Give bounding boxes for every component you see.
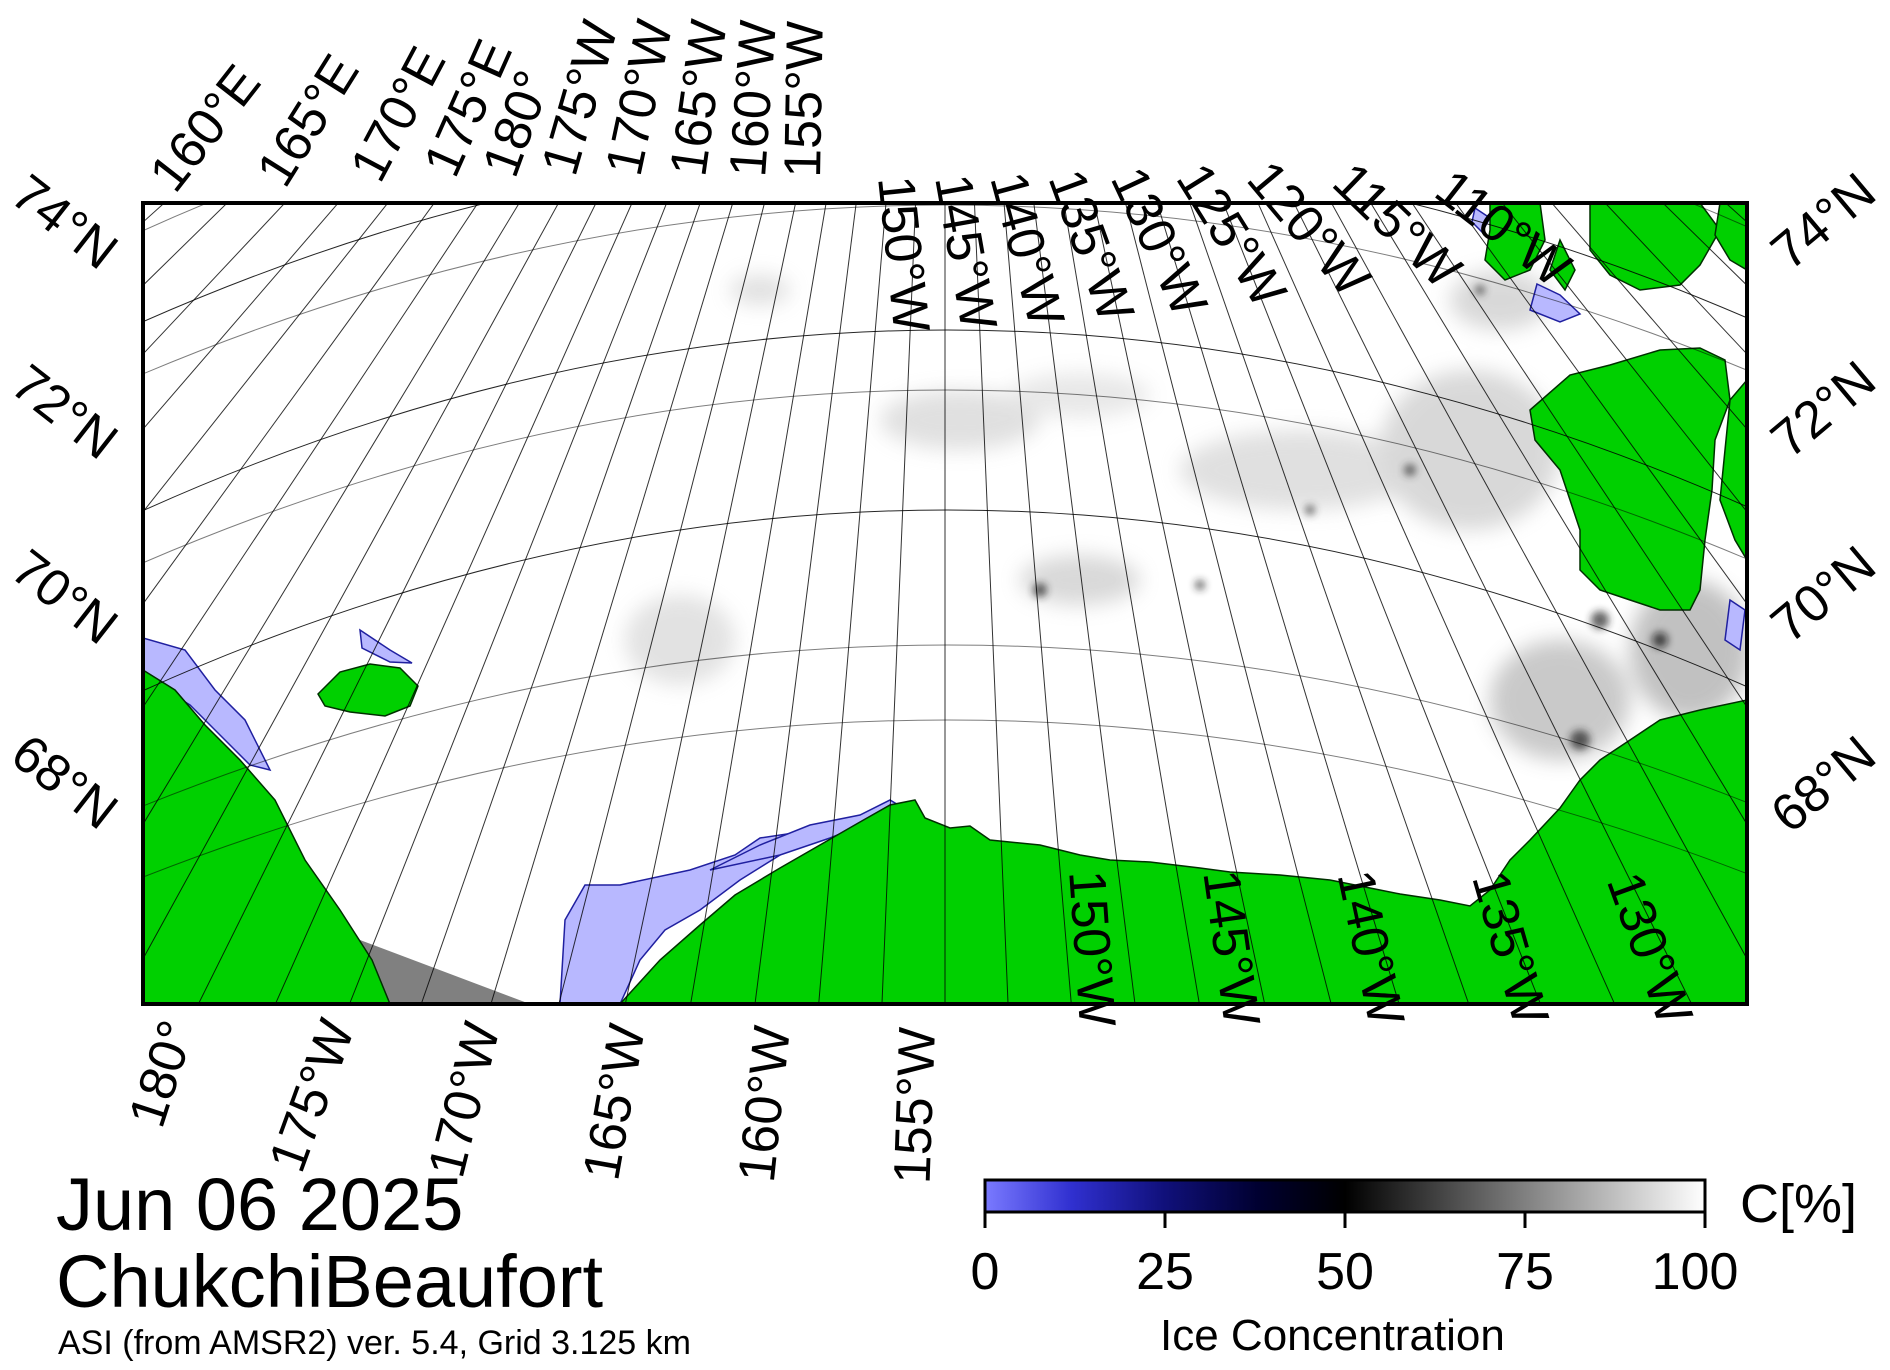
arctic-islands [1484, 203, 1546, 281]
map-region: ChukchiBeaufort [56, 1240, 604, 1323]
bottom-longitude-label: 160°W [728, 1023, 802, 1185]
meridian-line [690, 203, 827, 1004]
left-latitude-label: 74°N [1, 164, 128, 281]
meridian-line [1257, 203, 1616, 1004]
meridian-line [1033, 203, 1136, 1004]
colorbar-title: Ice Concentration [1160, 1311, 1505, 1360]
map-date: Jun 06 2025 [56, 1163, 464, 1246]
meridian-line [143, 203, 560, 960]
meridian-line [1551, 203, 1747, 430]
colorbar-ticks [983, 1212, 1707, 1228]
meridian-line [973, 203, 1009, 1004]
left-latitude-labels: 74°N 72°N 70°N 68°N [1, 164, 128, 841]
left-latitude-label: 70°N [1, 539, 128, 656]
meridian-line [1063, 203, 1200, 1004]
meridian-line [1411, 203, 1747, 709]
top-longitude-label: 160°E [139, 55, 272, 203]
meridian-line [143, 203, 389, 513]
ice-specks [1033, 285, 1668, 750]
ice-haze [625, 270, 1747, 760]
colorbar-tick-label: 75 [1496, 1243, 1554, 1301]
map-frame [141, 201, 1749, 1006]
data-source: ASI (from AMSR2) ver. 5.4, Grid 3.125 km [58, 1324, 691, 1362]
top-longitude-label: 160°W [719, 19, 788, 179]
meridian-line [143, 203, 435, 605]
land [143, 203, 1747, 1004]
meridian-line [490, 203, 734, 1004]
top-longitude-label: 155°W [774, 21, 835, 179]
meridian-line [143, 203, 479, 709]
meridian-line [1370, 203, 1747, 826]
chukotka-land [143, 669, 391, 1004]
missing-data [360, 940, 530, 1004]
bottom-longitude-label: 150°W [1057, 869, 1126, 1029]
colorbar-tick-label: 0 [970, 1243, 1000, 1301]
meridians [143, 203, 1747, 1004]
bottom-longitude-label: 180° [118, 1014, 206, 1134]
right-latitude-label: 68°N [1760, 725, 1886, 844]
meridian-line [1003, 203, 1072, 1004]
top-longitude-label: 165°E [246, 45, 371, 196]
meridian-line [624, 203, 797, 1004]
meridian-line [1156, 203, 1400, 1004]
meridian-line [143, 203, 286, 355]
meridian-line [143, 203, 339, 430]
colorbar-tick-label: 50 [1316, 1243, 1374, 1301]
right-latitude-label: 74°N [1760, 162, 1886, 281]
meridian-line [881, 203, 917, 1004]
colorbar [983, 1178, 1707, 1214]
right-latitude-labels: 74°N 72°N 70°N 68°N [1760, 162, 1886, 844]
right-latitude-label: 70°N [1760, 535, 1886, 654]
meridian-line [1604, 203, 1747, 355]
meridian-line [1124, 203, 1332, 1004]
bottom-longitude-label: 170°W [417, 1017, 511, 1183]
bottom-longitude-label: 175°W [258, 1012, 366, 1179]
low-ice-areas [143, 206, 1746, 1004]
meridian-line [420, 203, 701, 1004]
meridian-line [197, 203, 597, 1004]
meridian-line [1501, 203, 1747, 513]
meridian-line [1222, 203, 1542, 1004]
colorbar-tick-label: 25 [1136, 1243, 1194, 1301]
meridian-line [818, 203, 887, 1004]
meridian-line [1189, 203, 1470, 1004]
victoria-island [1719, 378, 1747, 562]
left-latitude-label: 68°N [1, 724, 128, 841]
meridian-line [1330, 203, 1747, 960]
meridian-line [348, 203, 668, 1004]
meridian-line [143, 203, 520, 826]
meridian-line [274, 203, 633, 1004]
colorbar-unit: C[%] [1740, 1174, 1858, 1234]
colorbar-tick-label: 100 [1651, 1243, 1739, 1301]
meridian-line [754, 203, 857, 1004]
meridian-line [1093, 203, 1266, 1004]
right-latitude-label: 72°N [1760, 350, 1886, 469]
meridian-line [558, 203, 766, 1004]
left-latitude-label: 72°N [1, 354, 128, 471]
meridian-line [1293, 203, 1693, 1004]
graticule [143, 203, 1747, 878]
bottom-longitude-label: 165°W [572, 1020, 656, 1184]
alaska-land [618, 699, 1747, 1004]
wrangel-island [317, 663, 419, 717]
meridian-line [1455, 203, 1747, 605]
banks-island [1529, 347, 1731, 611]
bottom-longitude-label: 155°W [884, 1026, 947, 1185]
